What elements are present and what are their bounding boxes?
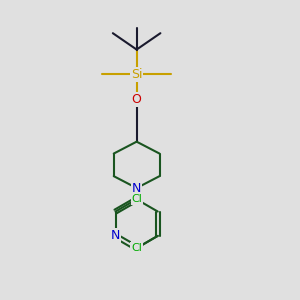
Text: N: N	[132, 242, 141, 255]
Text: Cl: Cl	[131, 194, 142, 204]
Text: O: O	[132, 93, 142, 106]
Text: N: N	[132, 182, 141, 194]
Text: N: N	[111, 230, 120, 242]
Text: Cl: Cl	[131, 243, 142, 254]
Text: Si: Si	[131, 68, 142, 81]
